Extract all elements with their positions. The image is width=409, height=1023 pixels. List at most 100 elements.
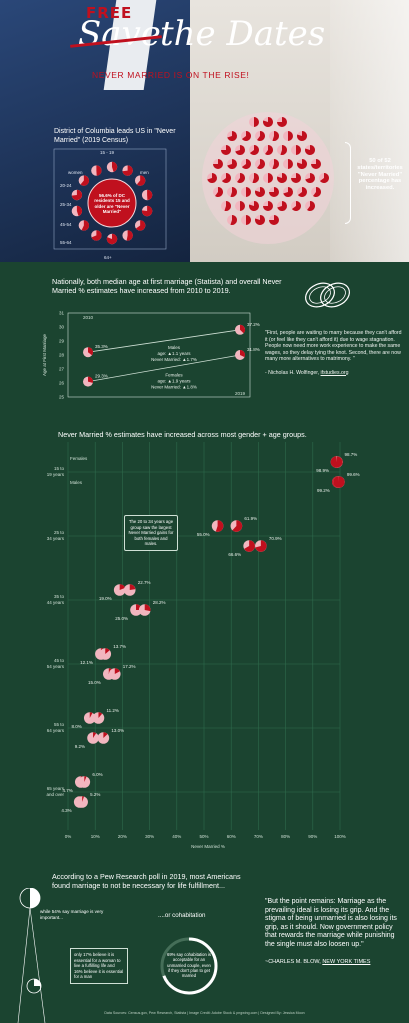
- state-dot: [249, 117, 259, 127]
- dc-age-dot: [71, 205, 83, 217]
- dc-age-dot: [91, 165, 102, 176]
- state-dot: [263, 201, 273, 211]
- ifstudies-link[interactable]: ifstudies.org: [320, 369, 349, 376]
- dc-age-dot: [134, 220, 146, 231]
- male-point: [138, 604, 151, 616]
- dc-title: District of Columbia leads US in "Never …: [54, 128, 176, 144]
- hero-subtitle: NEVER MARRIED IS ON THE RISE!: [92, 70, 250, 80]
- y-tick-label: 25: [59, 395, 65, 400]
- y-tick-label: 29: [59, 339, 65, 344]
- point-label: 35.3%: [95, 344, 108, 349]
- state-dot: [297, 187, 307, 197]
- cohabitation-ring: [160, 937, 218, 995]
- x-tick-label: 2010: [83, 315, 94, 320]
- state-dot: [269, 159, 279, 169]
- male-point-label: 15.0%: [88, 680, 101, 685]
- female-point: [113, 584, 126, 596]
- series-name: Males: [168, 345, 181, 350]
- series-point: [83, 347, 93, 358]
- dc-age-dot: [106, 161, 118, 173]
- wolfinger-quote-text: "First, people are waiting to marry beca…: [265, 330, 402, 363]
- y-tick-label: 27: [59, 367, 65, 372]
- series-point: [83, 376, 93, 387]
- state-dot: [227, 131, 237, 141]
- state-dot: [213, 187, 223, 197]
- state-dot: [241, 187, 251, 197]
- veil-shape: [330, 0, 409, 262]
- mid-caption: ....or cohabitation: [158, 912, 206, 919]
- series-age-note: age: ▲1.1 years: [158, 351, 192, 356]
- y-tick-label: 30: [59, 325, 65, 330]
- state-dot: [227, 159, 237, 169]
- state-dot: [305, 145, 315, 155]
- age-group-label: 15 to 19 years: [47, 466, 65, 477]
- wolfinger-quote: "First, people are waiting to marry beca…: [265, 330, 403, 376]
- point-label: 29.3%: [95, 374, 108, 379]
- female-point-label: 22.7%: [138, 580, 151, 585]
- section3-title: According to a Pew Research poll in 2019…: [52, 872, 241, 890]
- female-point-label: 11.2%: [106, 708, 118, 713]
- left-caption: while 54% say marriage is very important…: [40, 909, 104, 920]
- state-dot: [241, 159, 251, 169]
- female-point-label: 61.9%: [244, 516, 257, 521]
- male-point: [108, 668, 121, 680]
- x-tick-label: 90%: [308, 834, 317, 839]
- males-sub-label: Males: [70, 480, 83, 485]
- dc-radial-chart: [53, 148, 167, 250]
- male-point-label: 4.3%: [61, 808, 71, 813]
- male-point: [97, 732, 110, 744]
- free-text: FREE: [86, 4, 133, 22]
- male-point-label: 9.2%: [75, 744, 85, 749]
- cohabitation-text: 69% say cohabitation is acceptable for a…: [167, 952, 211, 979]
- male-point-label: 70.9%: [269, 536, 282, 541]
- dc-age-dot: [106, 233, 118, 245]
- state-dot: [269, 215, 279, 225]
- dc-age-dot: [122, 230, 133, 241]
- point-label: 37.2%: [247, 322, 260, 327]
- state-dot: [283, 187, 293, 197]
- female-point: [330, 456, 343, 468]
- male-point-label: 17.2%: [123, 664, 136, 669]
- section1-title: Nationally, both median age at first mar…: [52, 277, 282, 295]
- state-dot: [263, 145, 273, 155]
- x-tick-label: 2019: [235, 391, 246, 396]
- age-left-3: 55-64: [60, 240, 72, 245]
- state-dot: [283, 159, 293, 169]
- dc-age-dot: [122, 165, 133, 176]
- y-tick-label: 31: [59, 311, 65, 316]
- x-axis-label: Never Married %: [191, 844, 225, 849]
- dc-age-dot: [134, 175, 146, 186]
- female-point: [92, 712, 105, 724]
- state-dot: [207, 173, 217, 183]
- nyt-link[interactable]: NEW YORK TIMES: [322, 958, 371, 965]
- x-tick-label: 10%: [91, 834, 100, 839]
- state-dot: [241, 215, 251, 225]
- state-dot: [291, 173, 301, 183]
- female-point: [230, 520, 243, 532]
- state-dot: [235, 201, 245, 211]
- series-point: [235, 350, 246, 360]
- series-nm-note: Never Married: ▲1.7%: [151, 357, 197, 362]
- x-tick-label: 80%: [281, 834, 290, 839]
- female-point: [78, 776, 91, 788]
- women-label: women: [68, 170, 83, 175]
- age-group-label: 45 to 54 years: [47, 658, 65, 669]
- never-married-dot-chart: 0% 10% 20% 30% 40% 50% 60% 70% 80% 90% 100% Never M…: [46, 442, 360, 849]
- series-line: [87, 329, 241, 353]
- state-dot: [319, 173, 329, 183]
- rings-icon: [305, 282, 350, 308]
- dc-age-dot: [78, 220, 90, 231]
- dot-chart-title: Never Married % estimates have increased…: [58, 430, 307, 439]
- state-dot: [269, 187, 279, 197]
- dc-age-dot: [91, 230, 102, 241]
- series-name: Females: [165, 372, 183, 377]
- state-dot: [255, 215, 265, 225]
- age-group-label: 35 to 44 years: [47, 594, 65, 605]
- callout-text: The 20 to 34 years age group saw the lar…: [128, 519, 174, 547]
- state-dot: [235, 173, 246, 183]
- state-dot: [277, 145, 287, 155]
- age-left-2: 45-54: [60, 222, 72, 227]
- state-dot: [235, 145, 245, 155]
- state-dot: [291, 201, 301, 211]
- callout-box: The 20 to 34 years age group saw the lar…: [124, 515, 178, 551]
